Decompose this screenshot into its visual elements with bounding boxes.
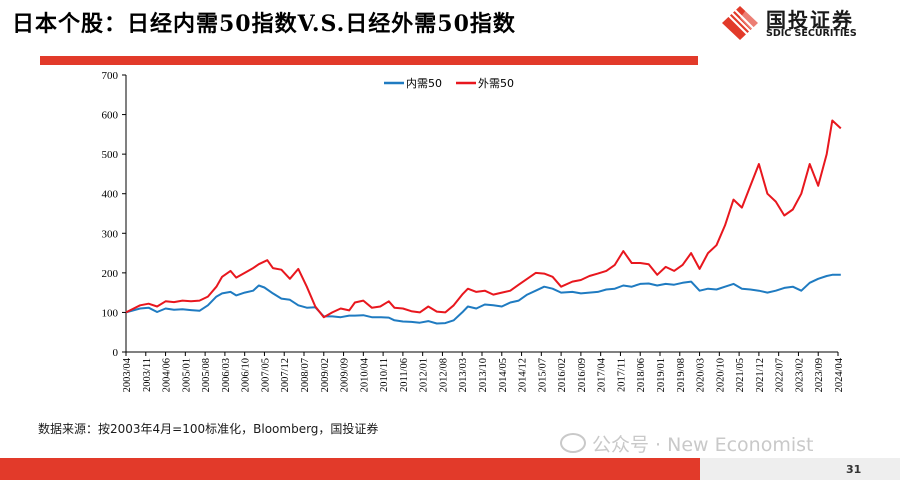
footer-grey-band <box>700 458 900 480</box>
company-logo: 国投证券 SDIC SECURITIES <box>720 2 892 46</box>
y-tick-label: 700 <box>102 70 119 82</box>
y-tick-label: 0 <box>113 347 119 359</box>
footer-red-band <box>0 458 700 480</box>
footer-bar <box>0 458 900 480</box>
y-tick-label: 200 <box>102 268 119 280</box>
y-tick-label: 300 <box>102 228 119 240</box>
logo-name-cn: 国投证券 <box>766 8 854 32</box>
x-tick-label: 2006/03 <box>221 358 232 392</box>
x-tick-label: 2019/01 <box>656 358 667 392</box>
x-tick-label: 2012/08 <box>438 358 449 392</box>
y-tick-label: 400 <box>102 189 119 201</box>
chart-plot-area <box>125 119 842 325</box>
x-tick-label: 2014/05 <box>498 358 509 392</box>
x-tick-label: 2008/07 <box>300 358 311 392</box>
page-title: 日本个股：日经内需50指数V.S.日经外需50指数 <box>12 11 516 37</box>
y-tick-label: 100 <box>102 307 119 319</box>
y-tick-label: 600 <box>102 110 119 122</box>
x-tick-label: 2010/04 <box>359 357 370 392</box>
x-tick-label: 2009/09 <box>340 358 351 392</box>
x-tick-label: 2016/02 <box>557 358 568 392</box>
x-tick-label: 2024/04 <box>834 357 845 392</box>
x-tick-label: 2007/12 <box>280 358 291 392</box>
x-tick-label: 2020/03 <box>696 358 707 392</box>
x-tick-label: 2021/12 <box>755 358 766 392</box>
x-tick-label: 2023/09 <box>814 358 825 392</box>
x-tick-label: 2004/06 <box>162 358 173 392</box>
x-tick-label: 2011/06 <box>399 358 410 392</box>
x-tick-label: 2014/12 <box>518 358 529 392</box>
x-tick-label: 2022/07 <box>775 358 786 392</box>
x-tick-label: 2020/10 <box>715 358 726 392</box>
chart-axes: 0 100 200 300 400 500 600 700 2003/04 2003/11 2004… <box>102 70 846 392</box>
x-tick-label: 2005/08 <box>201 358 212 392</box>
x-tick-label: 2006/10 <box>241 358 252 392</box>
x-tick-label: 2009/02 <box>320 358 331 392</box>
page-number: 31 <box>846 463 862 476</box>
line-chart: 0 100 200 300 400 500 600 700 2003/04 2003/11 2004… <box>102 70 846 392</box>
logo-name-en: SDIC SECURITIES <box>766 28 857 39</box>
chart-legend: 内需50 外需50 <box>384 76 514 90</box>
x-tick-label: 2017/11 <box>616 358 627 392</box>
x-tick-label: 2013/03 <box>458 358 469 392</box>
watermark-text: 公众号 · New Economist <box>592 434 814 456</box>
data-source-note: 数据来源：按2003年4月=100标准化，Bloomberg，国投证券 <box>38 422 379 436</box>
x-tick-label: 2012/01 <box>419 358 430 392</box>
x-tick-label: 2021/05 <box>735 358 746 392</box>
x-tick-label: 2005/01 <box>181 358 192 392</box>
x-tick-label: 2007/05 <box>260 358 271 392</box>
x-tick-label: 2023/02 <box>794 358 805 392</box>
x-tick-label: 2010/11 <box>379 358 390 392</box>
x-tick-label: 2016/09 <box>577 358 588 392</box>
x-tick-label: 2003/04 <box>122 357 133 392</box>
series-line-domestic <box>125 273 841 325</box>
x-tick-label: 2003/11 <box>142 358 153 392</box>
legend-label: 外需50 <box>478 77 514 90</box>
x-tick-label: 2013/10 <box>478 358 489 392</box>
header-accent-bar <box>40 56 698 65</box>
x-tick-label: 2015/07 <box>537 358 548 392</box>
legend-label: 内需50 <box>406 76 442 90</box>
x-tick-label: 2018/06 <box>636 358 647 392</box>
x-tick-label: 2017/04 <box>597 357 608 392</box>
x-tick-label: 2019/08 <box>676 358 687 392</box>
logo-mark-icon <box>722 6 760 40</box>
wechat-icon <box>560 433 586 453</box>
watermark: 公众号 · New Economist <box>560 430 813 457</box>
series-line-foreign <box>125 119 842 319</box>
y-tick-label: 500 <box>102 149 119 161</box>
